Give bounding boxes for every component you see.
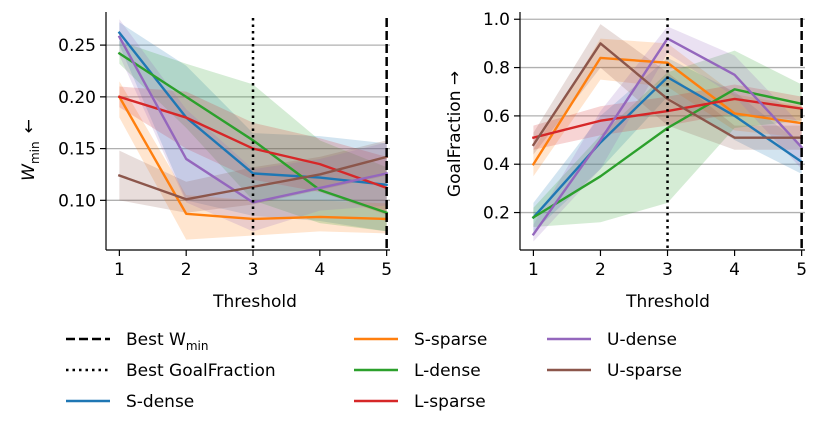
right-line-u-sparse bbox=[531, 42, 803, 147]
right-band-u-sparse bbox=[533, 24, 802, 155]
wmin-panel: 0.10 0.15 0.20 0.25 1 2 3 4 5 Threshold Wmin ← bbox=[19, 12, 392, 312]
right-ylabel: GoalFraction → bbox=[445, 71, 465, 197]
legend-series-entries: S-dense S-sparse L-dense L-sparse U-dense U-s… bbox=[66, 330, 682, 412]
left-ytick-label: 0.25 bbox=[58, 36, 96, 56]
right-xtick-label: 2 bbox=[595, 260, 606, 280]
right-ytick-label: 0.6 bbox=[483, 107, 510, 127]
right-ytick-label: 0.4 bbox=[483, 155, 510, 175]
left-ylabel-main: W bbox=[19, 163, 39, 181]
left-line-s-sparse bbox=[117, 95, 388, 221]
left-ytick-label: 0.10 bbox=[58, 191, 96, 211]
legend-label-u-dense: U-dense bbox=[607, 330, 677, 350]
left-xtick-label: 3 bbox=[248, 260, 259, 280]
left-xtick-label: 2 bbox=[181, 260, 192, 280]
right-xtick-label: 4 bbox=[729, 260, 740, 280]
right-line-s-sparse bbox=[531, 56, 804, 166]
right-band-u-dense bbox=[533, 26, 802, 242]
legend: Best Wmin Best GoalFraction S-dense S-spa… bbox=[66, 330, 682, 412]
right-ytick-label: 1.0 bbox=[483, 10, 510, 30]
left-xlabel: Threshold bbox=[212, 292, 297, 312]
legend-best-wmin-main: Best W bbox=[126, 330, 186, 350]
right-axes: 0.2 0.4 0.6 0.8 1.0 1 2 3 4 5 bbox=[483, 10, 807, 280]
left-ylabel-sub: min bbox=[28, 141, 42, 164]
left-line-l-dense bbox=[117, 51, 389, 215]
left-ylabel: Wmin ← bbox=[19, 119, 42, 181]
legend-best-wmin-label: Best Wmin bbox=[126, 330, 209, 353]
svg-text:Wmin←: Wmin ← bbox=[19, 119, 42, 181]
right-xlabel: Threshold bbox=[625, 292, 710, 312]
right-band-s-sparse bbox=[533, 38, 802, 177]
legend-label-u-sparse: U-sparse bbox=[607, 361, 682, 381]
left-ytick-label: 0.15 bbox=[58, 140, 96, 160]
left-band-s-dense bbox=[119, 22, 387, 232]
left-xtick-label: 5 bbox=[381, 260, 392, 280]
right-xtick-label: 3 bbox=[662, 260, 673, 280]
legend-best-wmin-sub: min bbox=[186, 339, 209, 353]
legend-label-l-dense: L-dense bbox=[414, 361, 481, 381]
right-xtick-label: 1 bbox=[528, 260, 539, 280]
left-ytick-label: 0.20 bbox=[58, 88, 96, 108]
legend-label-l-sparse: L-sparse bbox=[414, 392, 486, 412]
left-line-s-dense bbox=[117, 31, 388, 187]
right-ytick-label: 0.8 bbox=[483, 59, 510, 79]
right-band-s-dense bbox=[533, 57, 802, 232]
left-xtick-label: 4 bbox=[314, 260, 325, 280]
left-axes: 0.10 0.15 0.20 0.25 1 2 3 4 5 bbox=[58, 12, 392, 280]
legend-label-s-sparse: S-sparse bbox=[414, 330, 487, 350]
right-ytick-label: 0.2 bbox=[483, 204, 510, 224]
left-ylabel-arrow: ← bbox=[19, 119, 39, 133]
left-line-u-sparse bbox=[117, 155, 389, 201]
right-line-l-dense bbox=[531, 88, 804, 220]
legend-best-goalfraction-label: Best GoalFraction bbox=[126, 361, 276, 381]
right-xtick-label: 5 bbox=[796, 260, 807, 280]
left-band-u-sparse bbox=[119, 140, 387, 213]
legend-label-s-dense: S-dense bbox=[126, 392, 194, 412]
right-band-l-dense bbox=[533, 50, 802, 228]
goalfraction-panel: 0.2 0.4 0.6 0.8 1.0 1 2 3 4 5 Threshold GoalFract… bbox=[445, 10, 807, 312]
left-xtick-label: 1 bbox=[114, 260, 125, 280]
